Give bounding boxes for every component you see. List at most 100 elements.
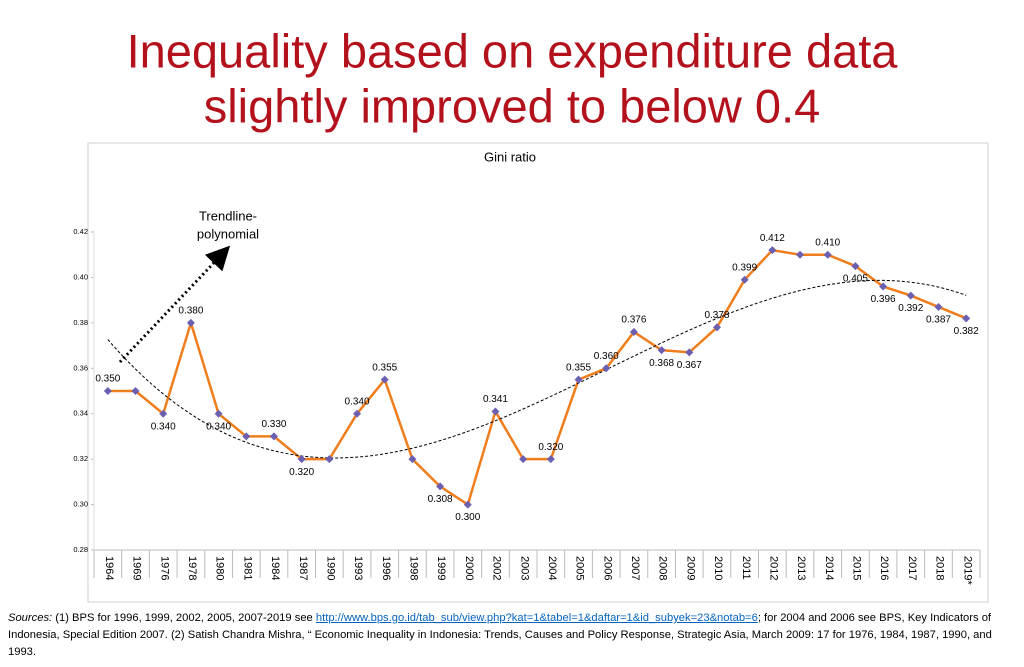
data-point [519, 455, 528, 464]
data-point [186, 318, 195, 327]
data-point [214, 409, 223, 418]
data-point [325, 455, 334, 464]
data-point [796, 250, 805, 259]
x-tick-label: 1969 [131, 556, 143, 580]
annotation: polynomial [197, 226, 259, 241]
chart-frame [87, 142, 989, 603]
data-point [823, 250, 832, 259]
x-tick-label: 2006 [601, 556, 613, 580]
data-point [602, 364, 611, 373]
data-point [463, 500, 472, 509]
data-label: 0.378 [704, 310, 729, 321]
data-point [740, 275, 749, 284]
data-point [159, 409, 168, 418]
data-label: 0.382 [954, 326, 979, 337]
data-label: 0.376 [621, 315, 646, 326]
data-label: 0.405 [843, 274, 868, 285]
data-point [768, 246, 777, 255]
x-tick-label: 2000 [463, 556, 475, 580]
data-label: 0.399 [732, 262, 757, 273]
x-tick-label: 1978 [186, 556, 198, 580]
data-point [546, 455, 555, 464]
sources: Sources: (1) BPS for 1996, 1999, 2002, 2… [8, 610, 1018, 661]
data-point [103, 387, 112, 395]
slide: Inequality based on expenditure data sli… [73, 24, 989, 603]
x-tick-label: 1964 [103, 556, 115, 580]
data-label: 0.355 [566, 362, 591, 373]
data-label: 0.412 [760, 233, 785, 244]
x-tick-label: 2004 [546, 556, 558, 580]
x-tick-label: 2002 [491, 556, 503, 580]
x-tick-label: 2005 [574, 556, 586, 580]
data-label: 0.340 [206, 421, 231, 432]
x-tick-label: 1987 [297, 556, 309, 580]
data-point [934, 302, 943, 311]
x-tick-label: 1984 [269, 556, 281, 580]
x-tick-label: 2003 [518, 556, 530, 580]
data-point [629, 327, 638, 336]
data-label: 0.387 [926, 315, 951, 326]
x-tick-label: 2013 [795, 556, 807, 580]
data-point [353, 409, 362, 418]
trendline [107, 279, 967, 459]
data-label: 0.330 [261, 419, 286, 430]
data-label: 0.410 [815, 237, 840, 248]
x-tick-label: 1976 [158, 556, 170, 580]
data-point [906, 291, 915, 300]
data-label: 0.340 [151, 421, 176, 432]
data-point [962, 314, 971, 323]
data-point [491, 407, 500, 416]
chart-title: Gini ratio [484, 149, 536, 164]
x-tick-label: 2016 [878, 556, 890, 580]
slide-title: slightly improved to below 0.4 [204, 79, 821, 132]
data-point [657, 346, 666, 355]
data-label: 0.360 [594, 351, 619, 362]
x-tick-label: 1990 [324, 556, 336, 580]
slide-title: Inequality based on expenditure data [127, 24, 899, 77]
data-label: 0.368 [649, 358, 674, 369]
data-point [242, 432, 251, 441]
x-tick-label: 1980 [214, 556, 226, 580]
y-tick-label: 0.30 [73, 500, 88, 509]
x-tick-label: 2018 [934, 556, 946, 580]
x-tick-label: 2011 [740, 556, 752, 580]
y-tick-label: 0.36 [73, 363, 88, 372]
sources-link[interactable]: http://www.bps.go.id/tab_sub/view.php?ka… [315, 612, 758, 624]
x-tick-label: 1993 [352, 556, 364, 580]
x-tick-label: 1998 [408, 556, 420, 580]
data-label: 0.320 [538, 442, 563, 453]
sources-label: Sources: [8, 612, 53, 624]
x-tick-label: 2014 [823, 556, 835, 580]
data-point [131, 387, 140, 395]
data-label: 0.320 [289, 467, 314, 478]
y-tick-label: 0.38 [73, 318, 88, 327]
x-tick-label: 2012 [767, 556, 779, 580]
x-tick-label: 2009 [684, 556, 696, 580]
data-line [107, 248, 967, 507]
plot: 0.28 0.30 0.32 0.34 0.36 0.38 0.40 0.42 1964 1969… [73, 227, 981, 585]
x-tick-label: 2015 [851, 556, 863, 580]
sources-text: (1) BPS for 1996, 1999, 2002, 2005, 2007… [52, 612, 316, 624]
data-label: 0.396 [871, 294, 896, 305]
data-point [408, 455, 417, 464]
data-label: 0.380 [178, 305, 203, 316]
y-tick-label: 0.28 [73, 545, 88, 554]
data-label: 0.350 [95, 374, 120, 385]
data-label: 0.300 [455, 512, 480, 523]
data-point [269, 432, 278, 441]
y-tick-label: 0.42 [73, 227, 88, 236]
data-point [436, 482, 445, 491]
x-tick-label: 2010 [712, 556, 724, 580]
data-point [879, 282, 888, 291]
y-tick-label: 0.32 [73, 454, 88, 463]
data-label: 0.308 [428, 494, 453, 505]
y-tick-label: 0.34 [73, 409, 88, 418]
data-label: 0.392 [898, 303, 923, 314]
data-point [380, 375, 389, 384]
data-point [574, 375, 583, 384]
data-label: 0.340 [345, 396, 370, 407]
data-label: 0.367 [677, 360, 702, 371]
x-tick-label: 1996 [380, 556, 392, 580]
x-tick-label: 2008 [657, 556, 669, 580]
